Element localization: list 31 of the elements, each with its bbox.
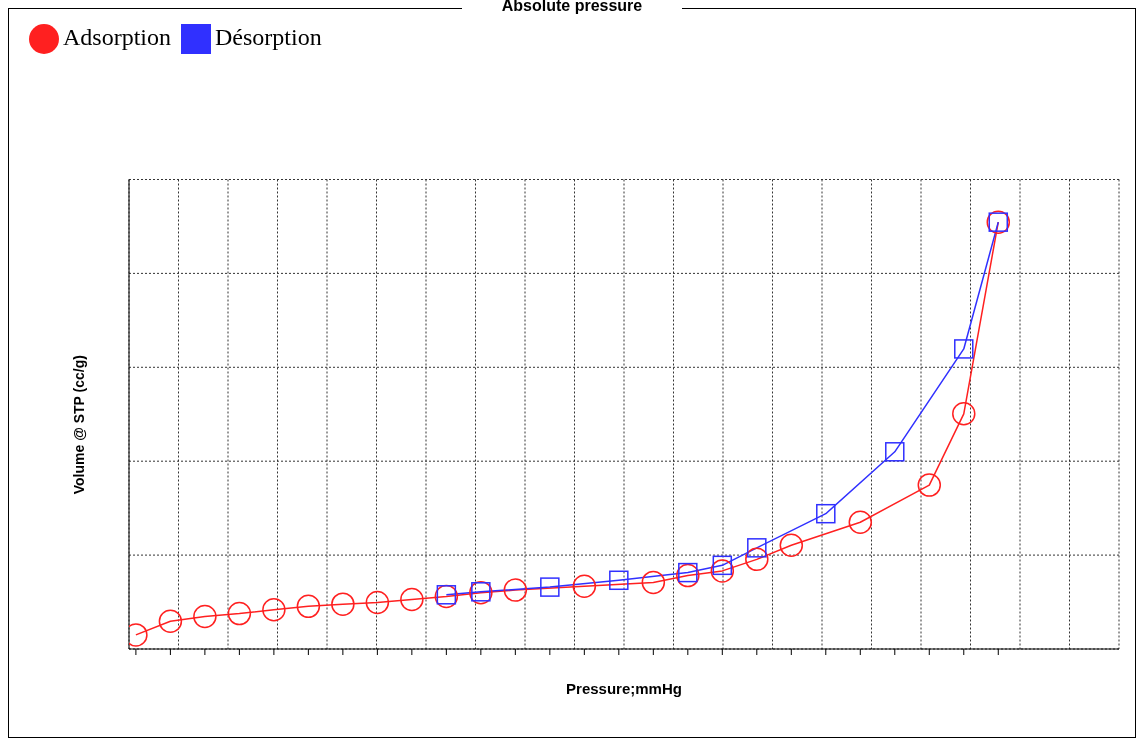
point bbox=[747, 538, 767, 558]
point bbox=[262, 597, 286, 622]
point bbox=[158, 609, 183, 634]
point bbox=[779, 533, 804, 558]
point bbox=[227, 601, 252, 626]
y-axis-title: Volume @ STP (cc/g) bbox=[70, 355, 87, 495]
point bbox=[816, 503, 836, 524]
point bbox=[678, 562, 698, 583]
point bbox=[641, 570, 666, 595]
point bbox=[917, 473, 942, 497]
point bbox=[676, 563, 700, 588]
point bbox=[296, 594, 321, 619]
point bbox=[609, 570, 629, 591]
point bbox=[193, 604, 217, 629]
legend-label: Adsorption bbox=[63, 24, 171, 50]
point bbox=[503, 578, 528, 602]
point bbox=[365, 590, 390, 615]
point bbox=[540, 577, 560, 597]
point bbox=[710, 559, 735, 583]
point bbox=[400, 587, 424, 612]
point bbox=[331, 592, 355, 616]
legend-label: Désorption bbox=[215, 24, 322, 50]
point bbox=[745, 547, 769, 572]
point bbox=[712, 555, 733, 576]
point bbox=[572, 574, 597, 599]
point bbox=[848, 510, 873, 534]
chart-title: Absolute pressure bbox=[461, 0, 683, 14]
point bbox=[885, 442, 905, 462]
point bbox=[952, 402, 976, 426]
x-axis-title: Pressure;mmHg bbox=[566, 680, 682, 697]
point bbox=[954, 339, 974, 359]
